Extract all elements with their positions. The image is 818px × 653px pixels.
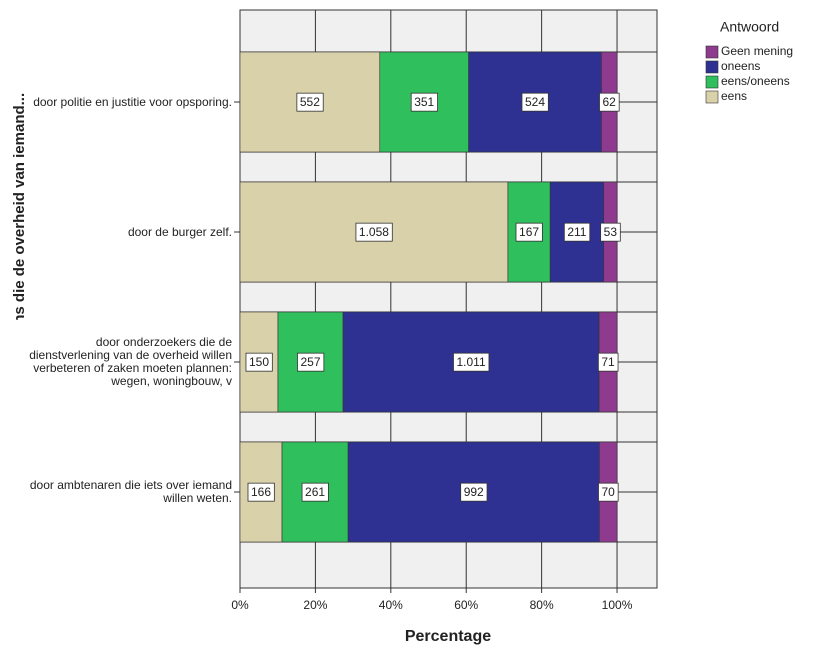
data-label: 211 (567, 225, 586, 239)
data-label-box (521, 92, 549, 112)
data-label-box (453, 352, 490, 372)
legend-label: Geen mening (721, 44, 793, 58)
data-label: 166 (251, 485, 271, 499)
y-tick-label: door onderzoekers die de dienstverlening… (29, 335, 232, 388)
data-label: 71 (601, 355, 615, 369)
category-label-box: door ambtenaren die iets over iemand wil… (29, 478, 232, 505)
data-label-box (296, 92, 324, 112)
data-label: 257 (301, 355, 321, 369)
legend-label: oneens (721, 59, 760, 73)
x-axis-title: Percentage (405, 628, 491, 645)
legend-swatch (705, 45, 719, 59)
x-tick-label: 80% (530, 598, 554, 612)
legend-swatch (705, 90, 719, 104)
bar-segment (239, 441, 283, 543)
legend-swatch (705, 60, 719, 74)
category-label-box: door de burger zelf. (127, 224, 232, 239)
category-label-box: door onderzoekers die de dienstverlening… (29, 335, 232, 388)
data-label-box (563, 222, 591, 242)
legend-label: eens/oneens (721, 74, 790, 88)
legend-title: Antwoord (720, 19, 779, 35)
data-label: 1.058 (359, 225, 389, 239)
data-label: 992 (464, 485, 484, 499)
data-label-box (247, 482, 275, 502)
data-label-box (355, 222, 393, 242)
data-label: 167 (519, 225, 539, 239)
bar-segment (239, 51, 381, 153)
data-label-box (598, 482, 619, 502)
data-label-box (597, 352, 619, 372)
legend-label: eens (721, 89, 747, 103)
data-label-box (599, 92, 620, 112)
data-label-box (600, 222, 621, 242)
data-label: 53 (604, 225, 618, 239)
data-label: 261 (305, 485, 325, 499)
data-label: 552 (300, 95, 320, 109)
x-tick-label: 60% (454, 598, 478, 612)
data-label-box (245, 352, 273, 372)
y-tick-label: door politie en justitie voor opsporing. (33, 94, 232, 109)
data-label-box (301, 482, 329, 502)
data-label: 1.011 (456, 355, 485, 369)
x-tick-label: 0% (231, 598, 249, 612)
data-label: 351 (414, 95, 434, 109)
category-label-box: door politie en justitie voor opsporing. (33, 94, 232, 109)
data-label: 524 (525, 95, 545, 109)
data-label-box (297, 352, 325, 372)
y-tick-label: door ambtenaren die iets over iemand wil… (29, 478, 232, 505)
data-label: 62 (603, 95, 617, 109)
data-label: 70 (601, 485, 615, 499)
legend-swatch (705, 75, 719, 89)
data-label-box (460, 482, 488, 502)
y-axis-title: Het is goed als de gegevens die de overh… (11, 93, 28, 507)
data-label: 150 (249, 355, 269, 369)
bar-segment (239, 181, 509, 283)
y-tick-label: door de burger zelf. (127, 224, 232, 239)
data-label-box (410, 92, 438, 112)
data-label-box (515, 222, 543, 242)
x-tick-label: 40% (379, 598, 403, 612)
x-tick-label: 20% (303, 598, 327, 612)
x-tick-label: 100% (602, 598, 633, 612)
